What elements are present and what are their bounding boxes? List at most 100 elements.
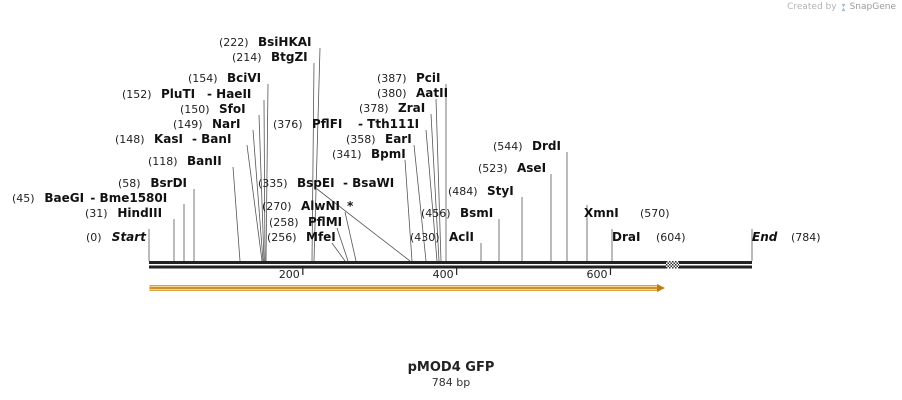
- site-name: DrdI: [532, 139, 561, 153]
- site-pcii[interactable]: (387) PciI: [377, 71, 441, 85]
- site-name: PflFI: [312, 117, 342, 131]
- site-name: XmnI: [584, 206, 619, 220]
- site-name: PluTI: [161, 87, 195, 101]
- site-name: BspEI: [297, 176, 335, 190]
- site-name: PciI: [416, 71, 441, 85]
- site-position: (222): [219, 36, 249, 49]
- ruler-label: 600: [586, 268, 607, 281]
- leader-line: [311, 62, 315, 262]
- site-position: (0): [86, 231, 102, 244]
- site-name: End: [752, 230, 778, 244]
- site-bsmi[interactable]: (456) BsmI: [421, 206, 493, 220]
- site-position: (118): [148, 155, 178, 168]
- backbone: [149, 261, 752, 269]
- site-name: BsiHKAI: [258, 35, 312, 49]
- site-drai[interactable]: DraI (604): [612, 230, 686, 244]
- site-position: (376): [273, 118, 303, 131]
- site-name: AseI: [517, 161, 546, 175]
- leader-line: [331, 242, 346, 262]
- site-alt-name: - BanI: [192, 132, 231, 146]
- site-alt-name: - Bme1580I: [90, 191, 167, 205]
- site-name: KasI: [154, 132, 183, 146]
- site-btgzi[interactable]: (214) BtgZI: [232, 50, 308, 64]
- site-position: (544): [493, 140, 523, 153]
- site-eari[interactable]: (358) EarI: [346, 132, 412, 146]
- site-alt-name: - BsaWI: [343, 176, 394, 190]
- site-labels: (222) BsiHKAI (214) BtgZI (154) BciVI (152) Plu…: [12, 35, 821, 244]
- site-name: NarI: [212, 117, 241, 131]
- site-sfoi[interactable]: (150) SfoI: [180, 102, 246, 116]
- site-pflfi[interactable]: (376) PflFI - Tth111I: [273, 117, 419, 131]
- map-title-block: pMOD4 GFP 784 bp: [0, 360, 902, 389]
- site-name: AclI: [449, 230, 474, 244]
- site-xmni[interactable]: XmnI (570): [584, 206, 670, 220]
- site-alwni[interactable]: (270) AlwNI *: [262, 199, 354, 213]
- leader-line: [435, 98, 442, 262]
- site-pluti[interactable]: (152) PluTI - HaeII: [122, 87, 251, 101]
- site-position: (341): [332, 148, 362, 161]
- leader-line: [404, 159, 413, 262]
- site-position: (570): [640, 207, 670, 220]
- leader-line: [246, 144, 263, 262]
- leader-line: [252, 129, 264, 262]
- site-styi[interactable]: (484) StyI: [448, 184, 514, 198]
- site-position: (150): [180, 103, 210, 116]
- site-position: (380): [377, 87, 407, 100]
- site-name: BtgZI: [271, 50, 308, 64]
- site-pflmi[interactable]: (258) PflMI: [269, 215, 342, 229]
- site-banii[interactable]: (118) BanII: [148, 154, 222, 168]
- site-name: MfeI: [306, 230, 336, 244]
- site-position: (58): [118, 177, 141, 190]
- site-name: BaeGI: [44, 191, 84, 205]
- ruler-label: 400: [433, 268, 454, 281]
- ruler-label: 200: [279, 268, 300, 281]
- site-nari[interactable]: (149) NarI: [173, 117, 241, 131]
- site-name: PflMI: [308, 215, 342, 229]
- site-acli[interactable]: (430) AclI: [410, 230, 474, 244]
- site-name: HindIII: [117, 206, 162, 220]
- site-position: (378): [359, 102, 389, 115]
- site-end[interactable]: End (784): [752, 230, 821, 244]
- credit-watermark: Created by SnapGene: [787, 2, 896, 12]
- leader-line: [232, 166, 241, 262]
- sequence-length: 784 bp: [431, 376, 471, 389]
- site-kasi[interactable]: (148) KasI - BanI: [115, 132, 231, 146]
- site-bsihkai[interactable]: (222) BsiHKAI: [219, 35, 312, 49]
- feature-arrow[interactable]: [149, 284, 665, 292]
- leader-line: [425, 129, 438, 262]
- site-aatii[interactable]: (380) AatII: [377, 86, 448, 100]
- site-baegi[interactable]: (45) BaeGI - Bme1580I: [12, 191, 167, 205]
- site-hindiii[interactable]: (31) HindIII: [85, 206, 162, 220]
- leader-line: [413, 144, 427, 262]
- site-start[interactable]: (0) Start: [86, 230, 147, 244]
- site-position: (456): [421, 207, 451, 220]
- site-bsrdi[interactable]: (58) BsrDI: [118, 176, 187, 190]
- site-position: (214): [232, 51, 262, 64]
- site-name: EarI: [385, 132, 412, 146]
- site-position: (604): [656, 231, 686, 244]
- site-bcivi[interactable]: (154) BciVI: [188, 71, 261, 85]
- site-name: Start: [112, 230, 147, 244]
- ruler: 200 400 600: [279, 268, 612, 281]
- site-zrai[interactable]: (378) ZraI: [359, 101, 425, 115]
- site-position: (149): [173, 118, 203, 131]
- site-position: (154): [188, 72, 218, 85]
- site-alt-name: - Tth111I: [358, 117, 419, 131]
- site-position: (31): [85, 207, 108, 220]
- leader-line: [336, 227, 349, 262]
- site-drdi[interactable]: (544) DrdI: [493, 139, 561, 153]
- site-asei[interactable]: (523) AseI: [478, 161, 546, 175]
- site-bspei[interactable]: (335) BspEI - BsaWI: [258, 176, 394, 190]
- site-mfei[interactable]: (256) MfeI: [267, 230, 336, 244]
- leader-line: [313, 47, 321, 262]
- site-star: *: [347, 199, 354, 213]
- origin-hatch: [666, 261, 679, 269]
- leader-line: [265, 83, 269, 262]
- site-name: BpmI: [371, 147, 406, 161]
- site-position: (523): [478, 162, 508, 175]
- site-bpmi[interactable]: (341) BpmI: [332, 147, 406, 161]
- site-name: SfoI: [219, 102, 246, 116]
- site-name: DraI: [612, 230, 640, 244]
- site-position: (387): [377, 72, 407, 85]
